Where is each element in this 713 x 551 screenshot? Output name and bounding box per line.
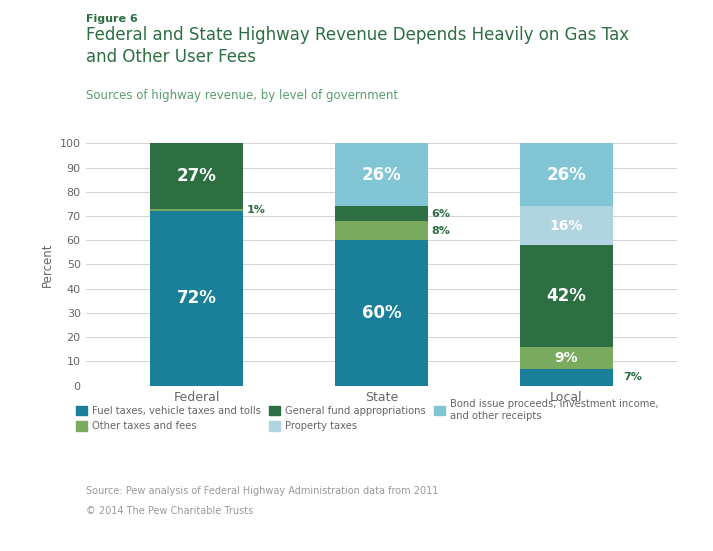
Bar (520, 347, 612, 369)
Text: 26%: 26% (361, 166, 401, 184)
Text: 1%: 1% (246, 205, 265, 215)
Bar (520, 245, 612, 347)
Text: 26%: 26% (546, 166, 586, 184)
Bar (335, 143, 428, 206)
Text: Federal and State Highway Revenue Depends Heavily on Gas Tax
and Other User Fees: Federal and State Highway Revenue Depend… (86, 26, 629, 66)
Text: 16%: 16% (550, 219, 583, 233)
Text: Sources of highway revenue, by level of government: Sources of highway revenue, by level of … (86, 89, 398, 102)
Text: 60%: 60% (361, 304, 401, 322)
Text: 72%: 72% (177, 289, 217, 307)
Bar (150, 209, 242, 211)
Text: © 2014 The Pew Charitable Trusts: © 2014 The Pew Charitable Trusts (86, 506, 253, 516)
Bar (520, 143, 612, 206)
Text: 8%: 8% (431, 225, 450, 235)
Bar (150, 143, 242, 209)
Y-axis label: Percent: Percent (41, 242, 54, 287)
Text: 27%: 27% (177, 167, 217, 185)
Bar (150, 211, 242, 386)
Text: 42%: 42% (546, 287, 586, 305)
Bar (335, 240, 428, 386)
Text: 9%: 9% (555, 351, 578, 365)
Text: Figure 6: Figure 6 (86, 14, 138, 24)
Text: 7%: 7% (624, 372, 642, 382)
Bar (520, 369, 612, 386)
Bar (520, 206, 612, 245)
Bar (335, 221, 428, 240)
Text: Source: Pew analysis of Federal Highway Administration data from 2011: Source: Pew analysis of Federal Highway … (86, 486, 438, 496)
Legend: Fuel taxes, vehicle taxes and tolls, Other taxes and fees, General fund appropri: Fuel taxes, vehicle taxes and tolls, Oth… (76, 399, 659, 431)
Text: 6%: 6% (431, 209, 450, 219)
Bar (335, 206, 428, 221)
